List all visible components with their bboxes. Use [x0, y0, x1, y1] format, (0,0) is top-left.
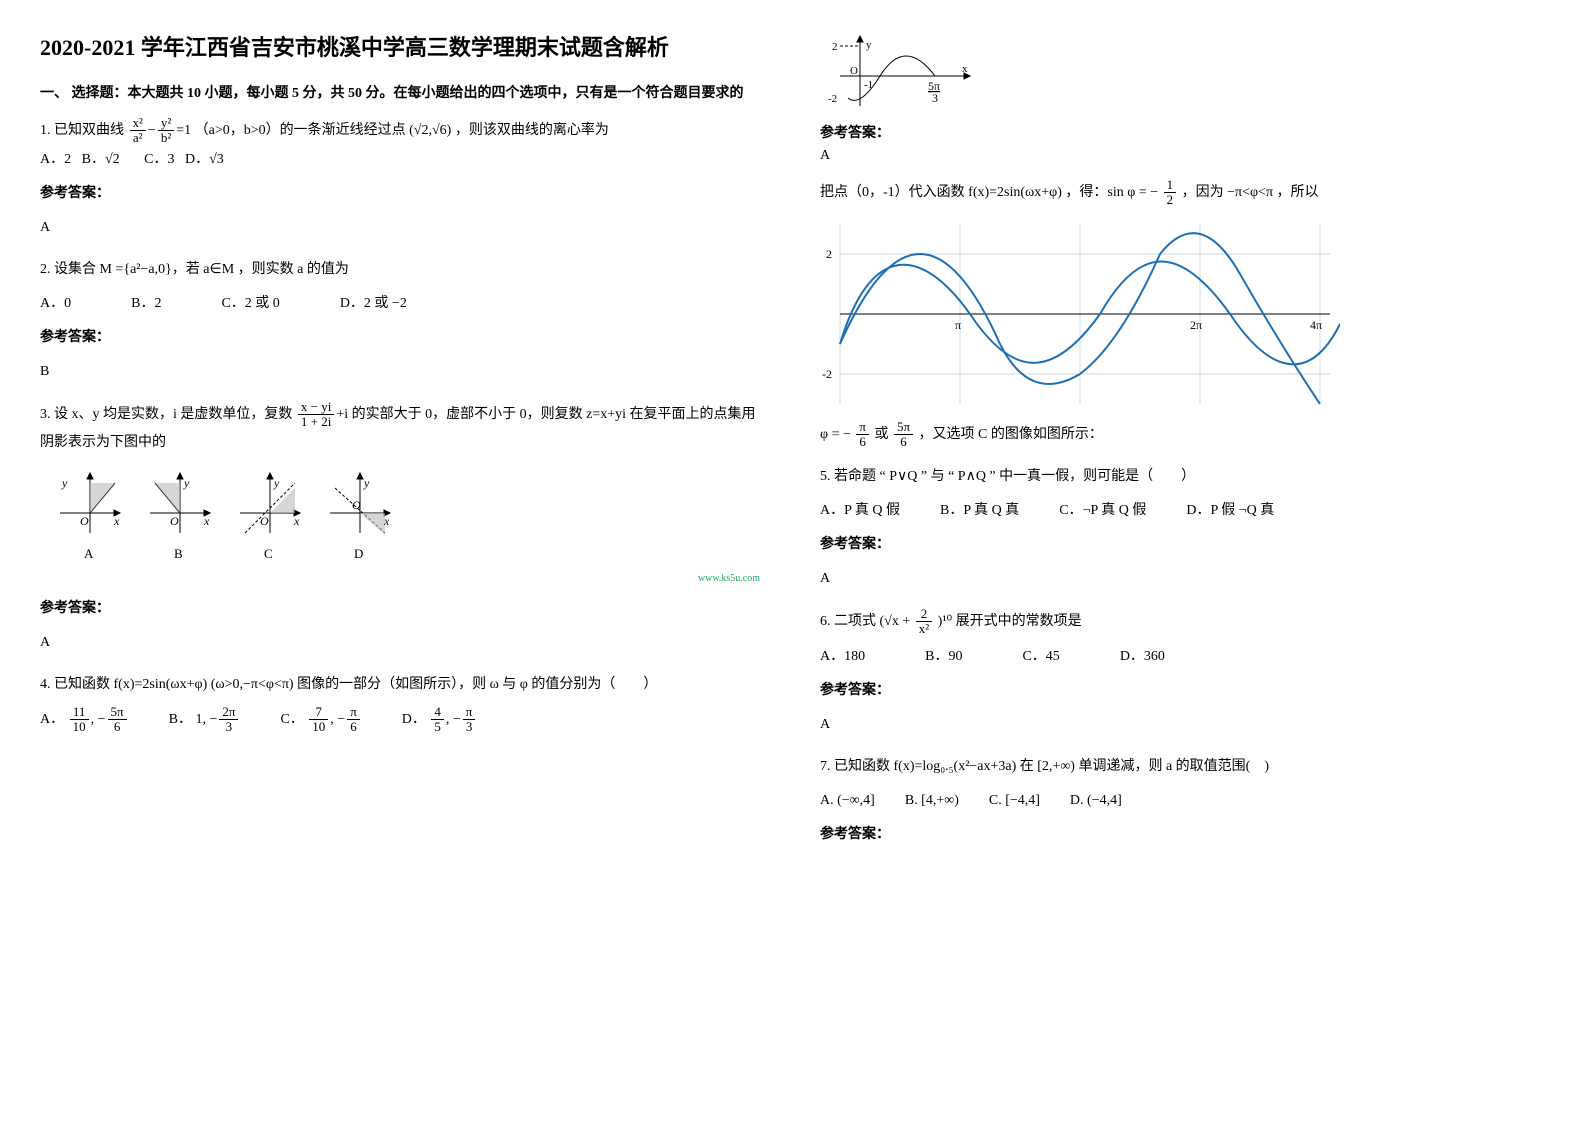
q6-stem-b: )¹⁰ 展开式中的常数项是 [938, 614, 1082, 629]
svg-text:y: y [866, 39, 872, 51]
svg-text:2: 2 [826, 247, 832, 261]
q1-ans: A [40, 214, 760, 242]
svg-text:-2: -2 [822, 367, 832, 381]
q2-opt-a: A．0 [40, 290, 71, 318]
q4-stem: 4. 已知函数 f(x)=2sin(ωx+φ) (ω>0,−π<φ<π) 图像的… [40, 671, 760, 699]
q1-opt-c: C．3 [144, 152, 174, 167]
q1-stem-c: ，则该双曲线的离心率为 [455, 123, 609, 138]
q2-opt-d: D．2 或 −2 [340, 290, 407, 318]
svg-text:y: y [363, 476, 370, 490]
q6-ans-label: 参考答案： [820, 677, 1540, 705]
svg-text:-1: -1 [864, 79, 873, 91]
q1-opt-a: A．2 [40, 152, 71, 167]
q4-opt-a: A． 1110, −5π6 [40, 705, 129, 735]
q4-explanation-graph: π 2π 4π 2 -2 [820, 214, 1340, 414]
question-5: 5. 若命题 “ P∨Q ” 与 “ P∧Q ” 中一真一假，则可能是（ ） A… [820, 463, 1540, 593]
q3-label-a: A [84, 546, 94, 561]
svg-text:y: y [183, 476, 190, 490]
svg-text:x: x [203, 514, 210, 528]
q3-label-c: C [264, 546, 273, 561]
q3-ans: A [40, 629, 760, 657]
q5-opt-d: D．P 假 ¬Q 真 [1186, 497, 1274, 525]
svg-text:π: π [955, 318, 961, 332]
q6-opt-b: B．90 [925, 643, 962, 671]
svg-text:4π: 4π [1310, 318, 1322, 332]
q3-options-figure: y x O y x O y x O [40, 463, 400, 563]
svg-text:O: O [80, 514, 89, 528]
q3-ans-label: 参考答案： [40, 595, 760, 623]
source-url: www.ks5u.com [40, 569, 760, 589]
q2-ans-label: 参考答案： [40, 324, 760, 352]
svg-text:3: 3 [932, 91, 938, 105]
q7-opt-c: C. [−4,4] [989, 787, 1040, 815]
q4-explanation: 把点（0，-1）代入函数 f(x)=2sin(ωx+φ) ，得：sin φ = … [820, 178, 1540, 449]
q4-ans: A [820, 148, 1540, 164]
q6-stem-a: 6. 二项式 (√x + [820, 614, 910, 629]
q2-opt-b: B．2 [131, 290, 161, 318]
q6-opt-d: D．360 [1120, 643, 1165, 671]
question-2: 2. 设集合 M ={a²−a,0}，若 a∈M ，则实数 a 的值为 A．0 … [40, 256, 760, 386]
question-3: 3. 设 x、y 均是实数，i 是虚数单位，复数 x − yi 1 + 2i +… [40, 400, 760, 658]
svg-text:x: x [383, 514, 390, 528]
q7-opt-a: A. (−∞,4] [820, 787, 875, 815]
q6-opt-a: A．180 [820, 643, 865, 671]
q5-opt-c: C．¬P 真 Q 假 [1059, 497, 1146, 525]
q1-ans-label: 参考答案： [40, 180, 760, 208]
svg-text:O: O [352, 498, 361, 512]
q3-fraction: x − yi 1 + 2i [298, 400, 334, 430]
svg-text:y: y [273, 476, 280, 490]
svg-text:O: O [170, 514, 179, 528]
q4-opt-c: C． 710, −π6 [280, 705, 361, 735]
q7-stem: 7. 已知函数 f(x)=log₀.₅(x²−ax+3a) 在 [2,+∞) 单… [820, 753, 1540, 781]
section-heading: 一、 选择题：本大题共 10 小题，每小题 5 分，共 50 分。在每小题给出的… [40, 82, 760, 102]
q5-ans: A [820, 565, 1540, 593]
q1-hyperbola-eq: x² a² [130, 116, 146, 146]
question-1: 1. 已知双曲线 x² a² − y² b² =1 （a>0，b>0）的一条渐近… [40, 116, 760, 242]
q2-stem: 2. 设集合 M ={a²−a,0}，若 a∈M ，则实数 a 的值为 [40, 256, 760, 284]
svg-text:2π: 2π [1190, 318, 1202, 332]
question-7: 7. 已知函数 f(x)=log₀.₅(x²−ax+3a) 在 [2,+∞) 单… [820, 753, 1540, 849]
q4-small-graph: y 2 -2 -1 O x 5π 3 [820, 26, 980, 116]
q6-opt-c: C．45 [1022, 643, 1059, 671]
svg-text:O: O [850, 65, 858, 77]
q5-opt-b: B．P 真 Q 真 [940, 497, 1019, 525]
svg-text:-2: -2 [828, 93, 837, 105]
q3-label-d: D [354, 546, 363, 561]
q4-opt-b: B． 1, −2π3 [169, 705, 241, 735]
svg-text:x: x [113, 514, 120, 528]
q7-ans-label: 参考答案： [820, 821, 1540, 849]
question-6: 6. 二项式 (√x + 2x² )¹⁰ 展开式中的常数项是 A．180 B．9… [820, 607, 1540, 739]
q2-ans: B [40, 358, 760, 386]
q1-point: (√2,√6) [409, 123, 451, 138]
svg-text:x: x [962, 63, 968, 75]
q2-opt-c: C．2 或 0 [221, 290, 279, 318]
q7-opt-b: B. [4,+∞) [905, 787, 959, 815]
q1-stem-b: （a>0，b>0）的一条渐近线经过点 [195, 123, 406, 138]
page-title: 2020-2021 学年江西省吉安市桃溪中学高三数学理期末试题含解析 [40, 30, 760, 62]
svg-text:x: x [293, 514, 300, 528]
q5-stem: 5. 若命题 “ P∨Q ” 与 “ P∧Q ” 中一真一假，则可能是（ ） [820, 463, 1540, 491]
svg-text:y: y [61, 476, 68, 490]
question-4: 4. 已知函数 f(x)=2sin(ωx+φ) (ω>0,−π<φ<π) 图像的… [40, 671, 760, 735]
q1-stem-a: 1. 已知双曲线 [40, 123, 124, 138]
q3-stem-a: 3. 设 x、y 均是实数，i 是虚数单位，复数 [40, 407, 292, 422]
q6-ans: A [820, 711, 1540, 739]
svg-text:2: 2 [832, 41, 838, 53]
q3-label-b: B [174, 546, 183, 561]
q7-opt-d: D. (−4,4] [1070, 787, 1122, 815]
svg-text:O: O [260, 514, 269, 528]
q5-opt-a: A．P 真 Q 假 [820, 497, 900, 525]
q1-opt-b: B．√2 [82, 152, 120, 167]
q4-ans-label: 参考答案： [820, 122, 1540, 142]
q1-opt-d: D．√3 [185, 152, 224, 167]
q4-opt-d: D． 45, −π3 [402, 705, 478, 735]
q5-ans-label: 参考答案： [820, 531, 1540, 559]
